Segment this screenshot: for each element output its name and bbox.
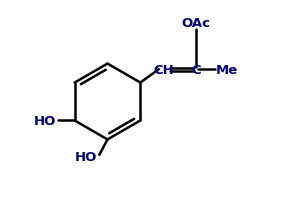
Text: HO: HO <box>34 114 56 127</box>
Text: OAc: OAc <box>181 17 210 29</box>
Text: HO: HO <box>75 151 97 164</box>
Text: CH: CH <box>154 63 174 76</box>
Text: C: C <box>191 63 200 76</box>
Text: Me: Me <box>216 63 238 76</box>
